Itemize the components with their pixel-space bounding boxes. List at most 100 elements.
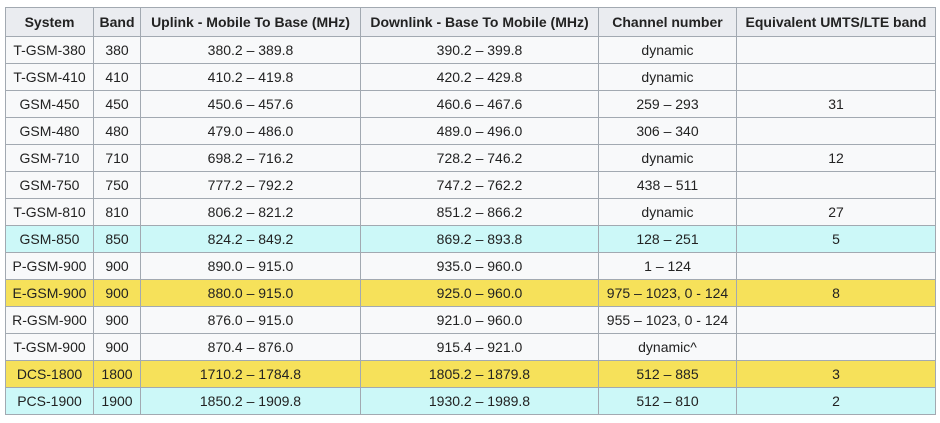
table-row: T-GSM-810 810 806.2 – 821.2 851.2 – 866.2 dy… xyxy=(5,198,936,226)
table-row: E-GSM-900 900 880.0 – 915.0 925.0 – 960.0 97… xyxy=(5,279,936,307)
table-cell xyxy=(736,171,936,199)
column-header: Channel number xyxy=(598,7,737,37)
table-cell: 900 xyxy=(93,333,141,361)
header-row: System Band Uplink - Mobile To Base (MHz) D… xyxy=(5,7,936,37)
table-cell: 8 xyxy=(736,279,936,307)
table-cell: R-GSM-900 xyxy=(5,306,94,334)
table-cell: 1900 xyxy=(93,387,141,415)
table-cell: 975 – 1023, 0 - 124 xyxy=(598,279,737,307)
table-row: T-GSM-410 410 410.2 – 419.8 420.2 – 429.8 dy… xyxy=(5,63,936,91)
table-cell: 747.2 – 762.2 xyxy=(360,171,599,199)
table-cell: 12 xyxy=(736,144,936,172)
table-cell: GSM-750 xyxy=(5,171,94,199)
table-cell: GSM-710 xyxy=(5,144,94,172)
table-cell: dynamic xyxy=(598,198,737,226)
table-cell: 512 – 810 xyxy=(598,387,737,415)
table-cell: dynamic xyxy=(598,63,737,91)
column-header: System xyxy=(5,7,94,37)
table-body: T-GSM-380 380 380.2 – 389.8 390.2 – 399.8 dy… xyxy=(5,36,936,415)
table-cell: dynamic xyxy=(598,144,737,172)
table-cell: 900 xyxy=(93,306,141,334)
table-row: P-GSM-900 900 890.0 – 915.0 935.0 – 960.0 1 … xyxy=(5,252,936,280)
table-cell xyxy=(736,306,936,334)
table-row: PCS-1900 1900 1850.2 – 1909.8 1930.2 – 1989… xyxy=(5,387,936,415)
table-cell: 870.4 – 876.0 xyxy=(140,333,361,361)
table-cell: 5 xyxy=(736,225,936,253)
table-cell: E-GSM-900 xyxy=(5,279,94,307)
table-cell: GSM-850 xyxy=(5,225,94,253)
table-row: GSM-750 750 777.2 – 792.2 747.2 – 762.2 438 … xyxy=(5,171,936,199)
table-head: System Band Uplink - Mobile To Base (MHz) D… xyxy=(5,7,936,37)
table-cell xyxy=(736,36,936,64)
table-cell: 1850.2 – 1909.8 xyxy=(140,387,361,415)
table-cell: 900 xyxy=(93,279,141,307)
table-cell: 890.0 – 915.0 xyxy=(140,252,361,280)
table-cell: PCS-1900 xyxy=(5,387,94,415)
table-row: DCS-1800 1800 1710.2 – 1784.8 1805.2 – 1879… xyxy=(5,360,936,388)
table-cell: 869.2 – 893.8 xyxy=(360,225,599,253)
table-cell: 1805.2 – 1879.8 xyxy=(360,360,599,388)
table-cell: 1930.2 – 1989.8 xyxy=(360,387,599,415)
table-cell: 710 xyxy=(93,144,141,172)
table-cell: 750 xyxy=(93,171,141,199)
table-cell: 850 xyxy=(93,225,141,253)
column-header: Downlink - Base To Mobile (MHz) xyxy=(360,7,599,37)
table-cell: 1710.2 – 1784.8 xyxy=(140,360,361,388)
column-header: Uplink - Mobile To Base (MHz) xyxy=(140,7,361,37)
table-cell: T-GSM-810 xyxy=(5,198,94,226)
table-cell: 880.0 – 915.0 xyxy=(140,279,361,307)
table-cell: 27 xyxy=(736,198,936,226)
table-cell: 3 xyxy=(736,360,936,388)
table-cell: 698.2 – 716.2 xyxy=(140,144,361,172)
table-cell: 2 xyxy=(736,387,936,415)
table-cell: 915.4 – 921.0 xyxy=(360,333,599,361)
table-cell: 955 – 1023, 0 - 124 xyxy=(598,306,737,334)
table-cell: 450 xyxy=(93,90,141,118)
table-cell: 935.0 – 960.0 xyxy=(360,252,599,280)
table-cell: GSM-450 xyxy=(5,90,94,118)
table-cell: 921.0 – 960.0 xyxy=(360,306,599,334)
table-cell: 777.2 – 792.2 xyxy=(140,171,361,199)
table-cell: 925.0 – 960.0 xyxy=(360,279,599,307)
table-cell: dynamic xyxy=(598,36,737,64)
table-cell: T-GSM-380 xyxy=(5,36,94,64)
column-header: Band xyxy=(93,7,141,37)
table-cell: 128 – 251 xyxy=(598,225,737,253)
table-row: GSM-480 480 479.0 – 486.0 489.0 – 496.0 306 … xyxy=(5,117,936,145)
table-cell: 806.2 – 821.2 xyxy=(140,198,361,226)
table-cell: T-GSM-900 xyxy=(5,333,94,361)
table-cell: 460.6 – 467.6 xyxy=(360,90,599,118)
table-cell xyxy=(736,117,936,145)
table-cell: 380.2 – 389.8 xyxy=(140,36,361,64)
table-cell: 480 xyxy=(93,117,141,145)
table-cell: 450.6 – 457.6 xyxy=(140,90,361,118)
table-cell xyxy=(736,63,936,91)
table-cell: 259 – 293 xyxy=(598,90,737,118)
table-cell: 380 xyxy=(93,36,141,64)
table-cell: 438 – 511 xyxy=(598,171,737,199)
table-cell xyxy=(736,333,936,361)
table-row: R-GSM-900 900 876.0 – 915.0 921.0 – 960.0 95… xyxy=(5,306,936,334)
table-row: GSM-850 850 824.2 – 849.2 869.2 – 893.8 128 … xyxy=(5,225,936,253)
table-cell: 420.2 – 429.8 xyxy=(360,63,599,91)
table-cell: GSM-480 xyxy=(5,117,94,145)
table-cell: 810 xyxy=(93,198,141,226)
table-cell: 410 xyxy=(93,63,141,91)
gsm-bands-table: System Band Uplink - Mobile To Base (MHz) D… xyxy=(5,7,936,415)
table-cell: dynamic^ xyxy=(598,333,737,361)
table-cell: 824.2 – 849.2 xyxy=(140,225,361,253)
column-header: Equivalent UMTS/LTE band xyxy=(736,7,936,37)
table-cell: 410.2 – 419.8 xyxy=(140,63,361,91)
table-row: T-GSM-900 900 870.4 – 876.0 915.4 – 921.0 dy… xyxy=(5,333,936,361)
table-cell xyxy=(736,252,936,280)
table-cell: 1800 xyxy=(93,360,141,388)
table-cell: T-GSM-410 xyxy=(5,63,94,91)
table-cell: DCS-1800 xyxy=(5,360,94,388)
table-cell: 512 – 885 xyxy=(598,360,737,388)
table-cell: 390.2 – 399.8 xyxy=(360,36,599,64)
table-cell: 900 xyxy=(93,252,141,280)
table-cell: 1 – 124 xyxy=(598,252,737,280)
table-row: GSM-450 450 450.6 – 457.6 460.6 – 467.6 259 … xyxy=(5,90,936,118)
table-cell: 851.2 – 866.2 xyxy=(360,198,599,226)
